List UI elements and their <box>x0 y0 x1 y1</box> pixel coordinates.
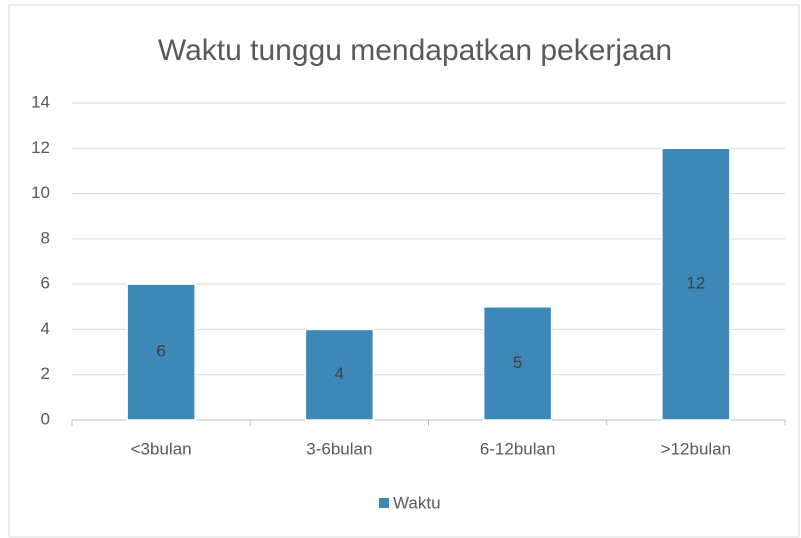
chart-title: Waktu tunggu mendapatkan pekerjaan <box>158 34 672 67</box>
x-tick-label: >12bulan <box>661 439 731 458</box>
bar <box>126 283 196 421</box>
data-label: 12 <box>686 274 705 293</box>
bar <box>661 147 731 421</box>
y-tick-label: 4 <box>41 319 50 338</box>
y-tick-label: 12 <box>31 138 50 157</box>
legend-swatch <box>379 498 389 508</box>
bar <box>482 306 553 421</box>
y-tick-label: 2 <box>41 364 50 383</box>
x-tick-label: 3-6bulan <box>306 439 372 458</box>
bar <box>304 328 375 421</box>
y-tick-label: 10 <box>31 183 50 202</box>
legend-label: Waktu <box>393 493 441 512</box>
y-tick-label: 8 <box>41 228 50 247</box>
y-tick-label: 6 <box>41 274 50 293</box>
y-tick-label: 0 <box>41 409 50 428</box>
data-label: 5 <box>513 353 522 372</box>
data-label: 4 <box>335 364 344 383</box>
x-tick-label: <3bulan <box>131 439 192 458</box>
data-label: 6 <box>156 342 165 361</box>
x-tick-label: 6-12bulan <box>480 439 556 458</box>
y-tick-label: 14 <box>31 92 50 111</box>
